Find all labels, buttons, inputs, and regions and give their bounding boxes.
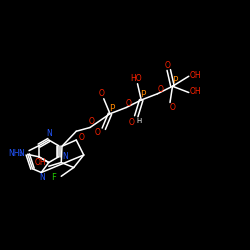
Text: P: P [172,76,177,85]
Text: NH₂: NH₂ [8,148,23,158]
Text: H: H [136,118,141,124]
Text: O: O [126,98,132,108]
Text: O: O [158,85,164,94]
Text: OH: OH [189,87,201,96]
Text: O: O [98,89,104,98]
Text: O: O [94,128,100,137]
Text: O: O [164,60,170,70]
Text: O: O [170,103,175,112]
Text: O: O [128,118,134,127]
Text: N: N [46,129,52,138]
Text: HO: HO [130,74,142,83]
Text: O: O [88,117,94,126]
Text: P: P [109,104,115,113]
Text: O: O [78,133,84,142]
Text: P: P [140,90,146,99]
Text: N: N [19,148,24,158]
Text: F: F [52,173,56,182]
Text: OH: OH [34,158,46,167]
Text: N: N [40,173,46,182]
Text: OH: OH [189,70,201,80]
Text: N: N [62,152,68,162]
